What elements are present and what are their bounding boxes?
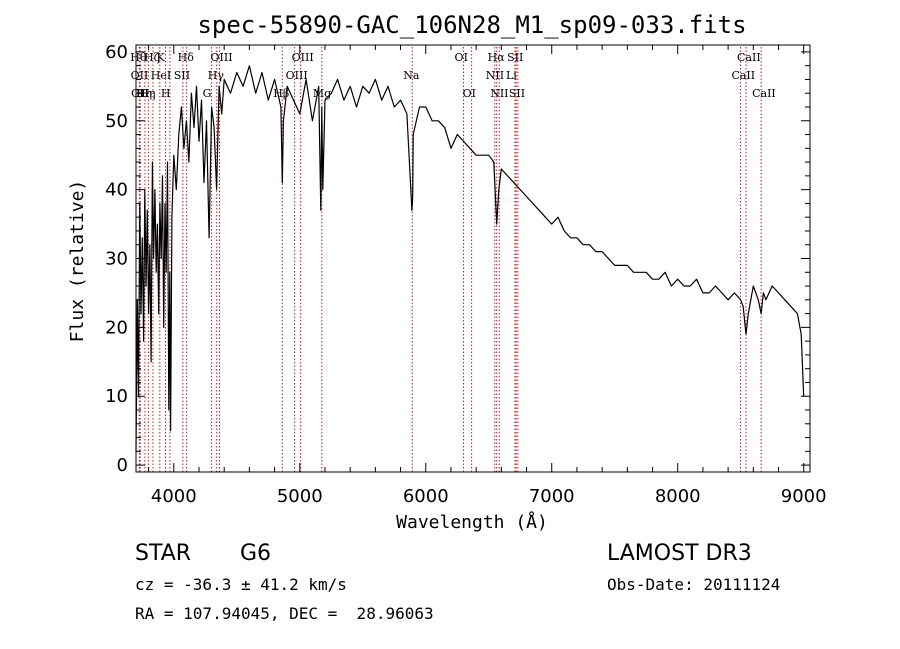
y-tick-label: 40	[105, 180, 128, 201]
line-marker-label-12: Hγ	[208, 69, 225, 82]
spectrum-line	[135, 65, 805, 452]
line-marker-labels: HθOIIOIIHηHηHζHeIKHSIIHδGHγOIIIHβOIIIOII…	[130, 51, 776, 100]
line-marker-label-0: Hθ	[130, 51, 147, 64]
line-marker-label-15: OIII	[286, 69, 308, 82]
line-marker-label-16: OIII	[292, 51, 314, 64]
line-marker-label-1: OII	[131, 69, 149, 82]
y-tick-label: 10	[105, 386, 128, 407]
spectrum-series	[135, 65, 805, 452]
x-tick-label: 7000	[529, 486, 575, 507]
object-subclass: G6	[240, 541, 272, 566]
line-marker-label-9: SII	[174, 69, 190, 82]
line-marker-label-25: SII	[507, 51, 523, 64]
y-tick-label: 60	[105, 42, 128, 63]
line-markers	[138, 47, 762, 472]
object-class: STAR	[135, 541, 192, 566]
y-axis-label: Flux (relative)	[67, 180, 88, 343]
line-marker-label-22: Hα	[488, 51, 506, 64]
line-marker-label-18: Na	[403, 69, 420, 82]
line-marker-label-29: CaII	[752, 87, 776, 100]
x-tick-label: 9000	[781, 486, 827, 507]
line-marker-label-13: OIII	[211, 51, 233, 64]
x-tick-label: 8000	[655, 486, 701, 507]
line-marker-label-27: CaII	[731, 69, 755, 82]
line-marker-label-20: OI	[463, 87, 476, 100]
x-tick-label: 4000	[151, 486, 197, 507]
line-marker-label-28: CaII	[737, 51, 761, 64]
line-marker-label-23: NII	[490, 87, 508, 100]
redshift-text: cz = -36.3 ± 41.2 km/s	[135, 575, 347, 594]
y-tick-label: 20	[105, 317, 128, 338]
chart-title: spec-55890-GAC_106N28_M1_sp09-033.fits	[197, 11, 746, 39]
axis-tick-labels: 4000 5000 6000 7000 8000 9000 0 10 20 30 40 50 60	[105, 42, 827, 507]
line-marker-label-19: OI	[455, 51, 468, 64]
survey-name: LAMOST DR3	[607, 541, 752, 566]
line-marker-label-21: NII	[486, 69, 504, 82]
line-marker-label-14: Hβ	[273, 87, 289, 100]
axis-ticks	[136, 45, 810, 472]
y-tick-label: 30	[105, 249, 128, 270]
line-marker-label-7: K	[156, 51, 165, 64]
line-marker-label-10: Hδ	[178, 51, 195, 64]
line-marker-label-2: OII	[131, 87, 149, 100]
line-marker-label-4: Hη	[139, 87, 155, 100]
x-tick-label: 5000	[277, 486, 323, 507]
line-marker-label-6: HeI	[151, 69, 171, 82]
x-tick-label: 6000	[403, 486, 449, 507]
line-marker-label-26: SII	[509, 87, 525, 100]
line-marker-label-5: Hζ	[144, 51, 160, 64]
coordinates-text: RA = 107.94045, DEC = 28.96063	[135, 604, 434, 623]
observation-date: Obs-Date: 20111124	[607, 575, 781, 594]
line-marker-label-17: Mg	[313, 87, 331, 100]
y-tick-label: 0	[117, 455, 128, 476]
x-axis-label: Wavelength (Å)	[396, 511, 548, 533]
line-marker-label-24: Li	[506, 69, 517, 82]
line-marker-label-11: G	[203, 87, 212, 100]
plot-frame	[135, 44, 811, 473]
line-marker-label-8: H	[161, 87, 171, 100]
line-marker-label-3: Hη	[136, 87, 152, 100]
y-tick-label: 50	[105, 111, 128, 132]
